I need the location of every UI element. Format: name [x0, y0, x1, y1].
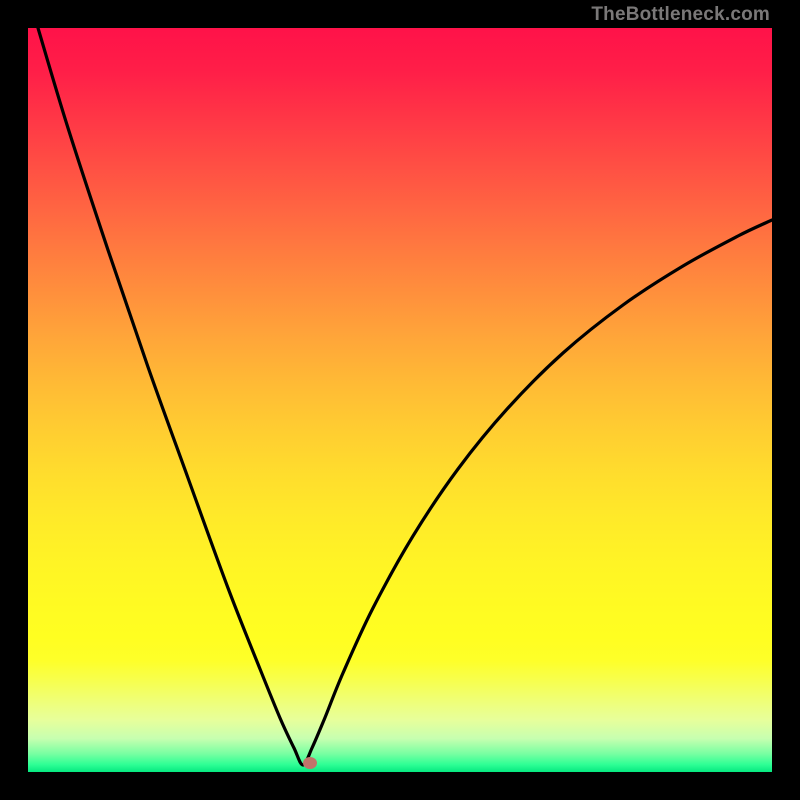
bottleneck-chart — [28, 28, 772, 772]
chart-frame: TheBottleneck.com — [0, 0, 800, 800]
gradient-background — [28, 28, 772, 772]
watermark-text: TheBottleneck.com — [591, 4, 770, 26]
minimum-marker — [303, 757, 317, 769]
